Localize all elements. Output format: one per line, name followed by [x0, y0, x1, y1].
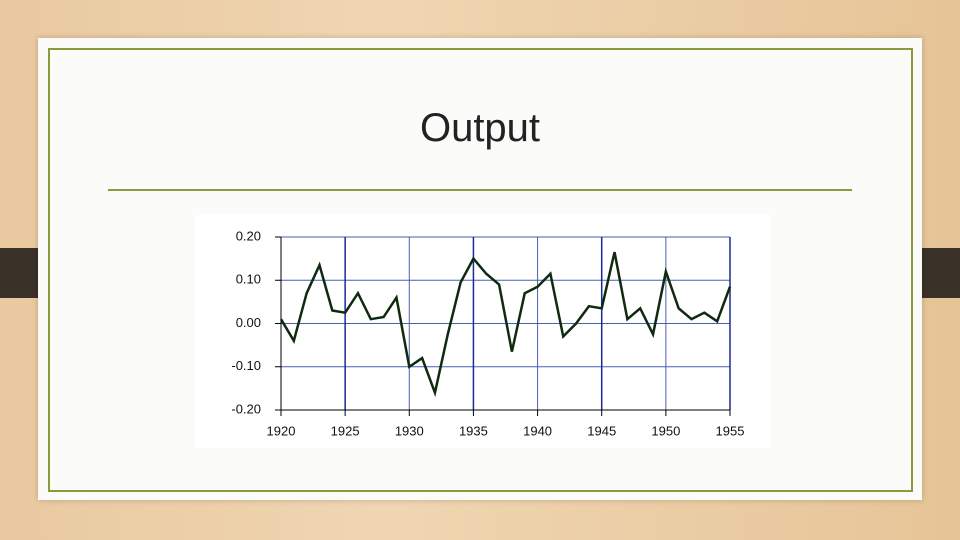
y-tick-label: 0.00 [236, 315, 261, 330]
title-rule [108, 189, 852, 191]
chart: 0.20 0.10 0.00 -0.10 -0.20 1920 1925 1930 1935 19… [195, 215, 771, 448]
x-tick-label: 1950 [651, 423, 680, 438]
x-tick-label: 1955 [716, 423, 745, 438]
slide-title: Output [419, 106, 541, 150]
x-tick-label: 1925 [331, 423, 360, 438]
x-tick-label: 1935 [459, 423, 488, 438]
x-tick-label: 1940 [523, 423, 552, 438]
y-tick-label: 0.10 [236, 272, 261, 287]
slide-border [48, 48, 913, 492]
y-tick-label: -0.20 [231, 401, 261, 416]
y-tick-label: 0.20 [236, 228, 261, 243]
y-tick-label: -0.10 [231, 358, 261, 373]
x-tick-label: 1930 [395, 423, 424, 438]
x-tick-label: 1945 [587, 423, 616, 438]
x-tick-label: 1920 [267, 423, 296, 438]
data-line [279, 251, 732, 398]
